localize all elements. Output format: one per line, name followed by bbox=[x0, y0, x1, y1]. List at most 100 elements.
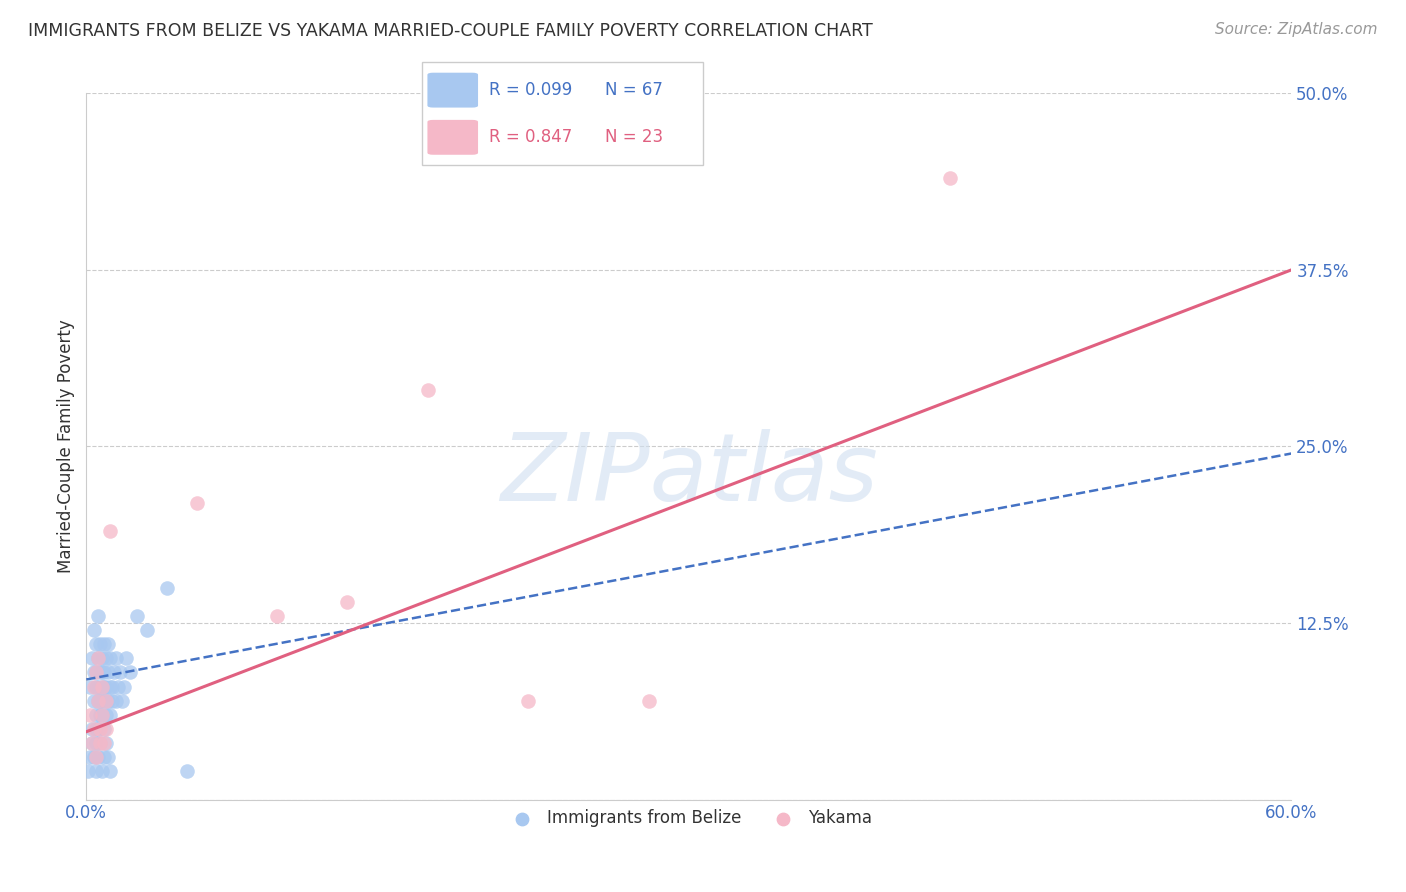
Point bbox=[86, 665, 108, 680]
Point bbox=[110, 665, 132, 680]
Point bbox=[96, 736, 118, 750]
Point bbox=[101, 693, 124, 707]
Text: N = 23: N = 23 bbox=[605, 128, 662, 146]
Point bbox=[82, 651, 104, 665]
Point bbox=[89, 707, 111, 722]
Point bbox=[86, 637, 108, 651]
Point bbox=[336, 595, 359, 609]
Point bbox=[82, 736, 104, 750]
Point bbox=[83, 722, 105, 736]
FancyBboxPatch shape bbox=[427, 73, 478, 108]
Point bbox=[107, 680, 129, 694]
Point bbox=[91, 764, 114, 779]
Point bbox=[87, 651, 110, 665]
FancyBboxPatch shape bbox=[422, 62, 703, 165]
Point bbox=[637, 693, 659, 707]
Point bbox=[87, 680, 110, 694]
Point bbox=[93, 736, 115, 750]
Point bbox=[91, 665, 114, 680]
Point bbox=[97, 750, 120, 764]
Point bbox=[91, 680, 114, 694]
Point bbox=[100, 707, 122, 722]
Text: Source: ZipAtlas.com: Source: ZipAtlas.com bbox=[1215, 22, 1378, 37]
Text: ZIPatlas: ZIPatlas bbox=[501, 429, 877, 520]
Point bbox=[96, 680, 118, 694]
Point bbox=[93, 750, 115, 764]
Point bbox=[100, 651, 122, 665]
Point bbox=[93, 665, 115, 680]
Point bbox=[91, 651, 114, 665]
Point bbox=[186, 496, 208, 510]
Point bbox=[93, 680, 115, 694]
Point bbox=[77, 764, 100, 779]
FancyBboxPatch shape bbox=[427, 120, 478, 155]
Point bbox=[96, 693, 118, 707]
Point bbox=[87, 651, 110, 665]
Point bbox=[176, 764, 198, 779]
Point bbox=[79, 750, 101, 764]
Point bbox=[96, 707, 118, 722]
Legend: Immigrants from Belize, Yakama: Immigrants from Belize, Yakama bbox=[499, 802, 879, 833]
Point bbox=[939, 171, 962, 186]
Point bbox=[105, 693, 128, 707]
Text: N = 67: N = 67 bbox=[605, 81, 662, 99]
Point bbox=[103, 665, 125, 680]
Point bbox=[89, 693, 111, 707]
Text: IMMIGRANTS FROM BELIZE VS YAKAMA MARRIED-COUPLE FAMILY POVERTY CORRELATION CHART: IMMIGRANTS FROM BELIZE VS YAKAMA MARRIED… bbox=[28, 22, 873, 40]
Point bbox=[83, 623, 105, 637]
Point bbox=[86, 750, 108, 764]
Point bbox=[125, 608, 148, 623]
Point bbox=[100, 524, 122, 538]
Point bbox=[416, 383, 439, 397]
Point bbox=[266, 608, 288, 623]
Point bbox=[135, 623, 157, 637]
Point bbox=[105, 651, 128, 665]
Point bbox=[89, 736, 111, 750]
Point bbox=[96, 651, 118, 665]
Point bbox=[82, 736, 104, 750]
Point bbox=[86, 764, 108, 779]
Point bbox=[83, 693, 105, 707]
Point bbox=[86, 665, 108, 680]
Point bbox=[97, 665, 120, 680]
Point bbox=[91, 707, 114, 722]
Point bbox=[96, 722, 118, 736]
Point bbox=[91, 707, 114, 722]
Y-axis label: Married-Couple Family Poverty: Married-Couple Family Poverty bbox=[58, 319, 75, 574]
Text: R = 0.099: R = 0.099 bbox=[489, 81, 572, 99]
Point bbox=[89, 736, 111, 750]
Point bbox=[120, 665, 142, 680]
Point bbox=[87, 722, 110, 736]
Point bbox=[96, 693, 118, 707]
Point bbox=[101, 680, 124, 694]
Point bbox=[83, 665, 105, 680]
Point bbox=[86, 680, 108, 694]
Point bbox=[97, 637, 120, 651]
Point bbox=[83, 750, 105, 764]
Point bbox=[111, 693, 134, 707]
Point bbox=[79, 707, 101, 722]
Point bbox=[86, 736, 108, 750]
Point bbox=[91, 693, 114, 707]
Point bbox=[89, 637, 111, 651]
Point bbox=[82, 722, 104, 736]
Text: R = 0.847: R = 0.847 bbox=[489, 128, 572, 146]
Point bbox=[97, 693, 120, 707]
Point bbox=[79, 680, 101, 694]
Point bbox=[87, 693, 110, 707]
Point bbox=[91, 680, 114, 694]
Point bbox=[93, 637, 115, 651]
Point bbox=[87, 608, 110, 623]
Point bbox=[86, 722, 108, 736]
Point bbox=[93, 722, 115, 736]
Point bbox=[86, 707, 108, 722]
Point bbox=[100, 680, 122, 694]
Point bbox=[100, 764, 122, 779]
Point bbox=[89, 665, 111, 680]
Point bbox=[87, 693, 110, 707]
Point bbox=[89, 722, 111, 736]
Point bbox=[517, 693, 540, 707]
Point bbox=[87, 750, 110, 764]
Point bbox=[156, 581, 179, 595]
Point bbox=[83, 680, 105, 694]
